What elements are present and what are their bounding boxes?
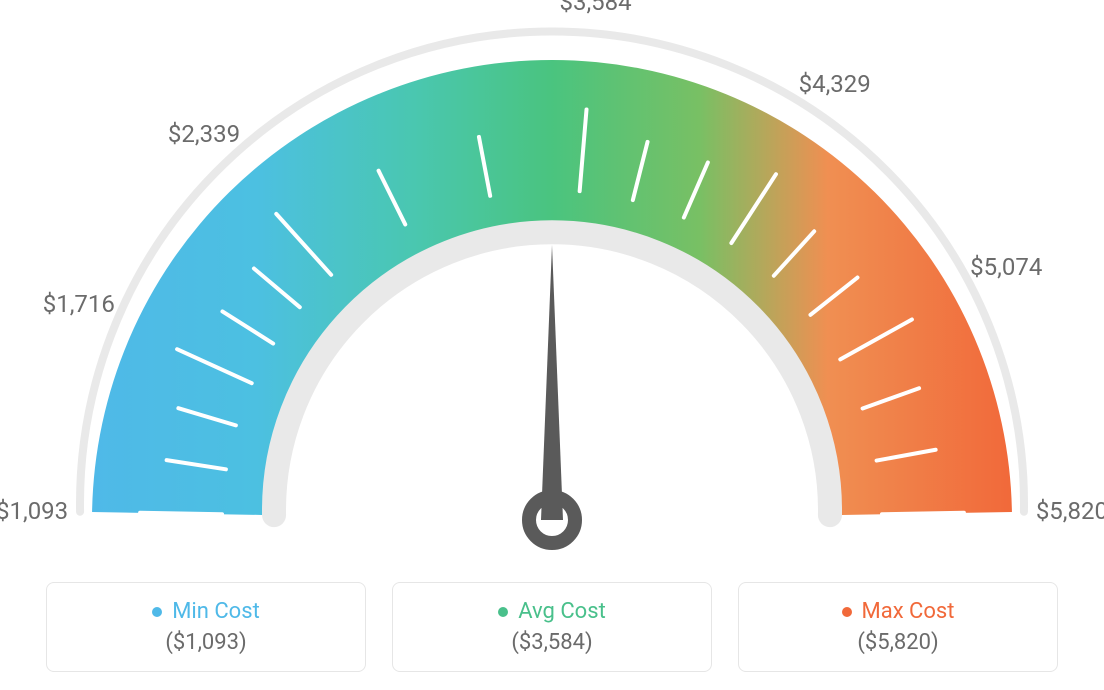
legend-title-avg: Avg Cost bbox=[498, 599, 606, 624]
legend-card-max: Max Cost ($5,820) bbox=[738, 582, 1058, 672]
legend-card-avg: Avg Cost ($3,584) bbox=[392, 582, 712, 672]
legend-dot-avg bbox=[498, 607, 508, 617]
legend-title-text-min: Min Cost bbox=[172, 599, 260, 624]
gauge-tick-label: $5,074 bbox=[970, 253, 1042, 281]
legend-title-min: Min Cost bbox=[152, 599, 260, 624]
legend-title-max: Max Cost bbox=[842, 599, 955, 624]
gauge-tick-label: $1,093 bbox=[0, 497, 68, 525]
gauge-tick-label: $2,339 bbox=[168, 120, 240, 148]
gauge-tick-label: $4,329 bbox=[799, 70, 871, 98]
legend-card-min: Min Cost ($1,093) bbox=[46, 582, 366, 672]
legend-dot-max bbox=[842, 607, 852, 617]
legend-title-text-avg: Avg Cost bbox=[518, 599, 606, 624]
legend-value-min: ($1,093) bbox=[165, 630, 246, 655]
gauge-svg bbox=[0, 0, 1104, 560]
legend-value-max: ($5,820) bbox=[857, 630, 938, 655]
legend-dot-min bbox=[152, 607, 162, 617]
cost-gauge: $1,093 $1,716 $2,339 $3,584 $4,329 $5,074 $5,8… bbox=[0, 0, 1104, 560]
gauge-tick-label: $1,716 bbox=[43, 290, 115, 318]
legend-value-avg: ($3,584) bbox=[511, 630, 592, 655]
legend-row: Min Cost ($1,093) Avg Cost ($3,584) Max … bbox=[0, 582, 1104, 672]
legend-title-text-max: Max Cost bbox=[862, 599, 955, 624]
gauge-tick-label: $5,820 bbox=[1036, 497, 1104, 525]
gauge-tick-label: $3,584 bbox=[559, 0, 631, 16]
